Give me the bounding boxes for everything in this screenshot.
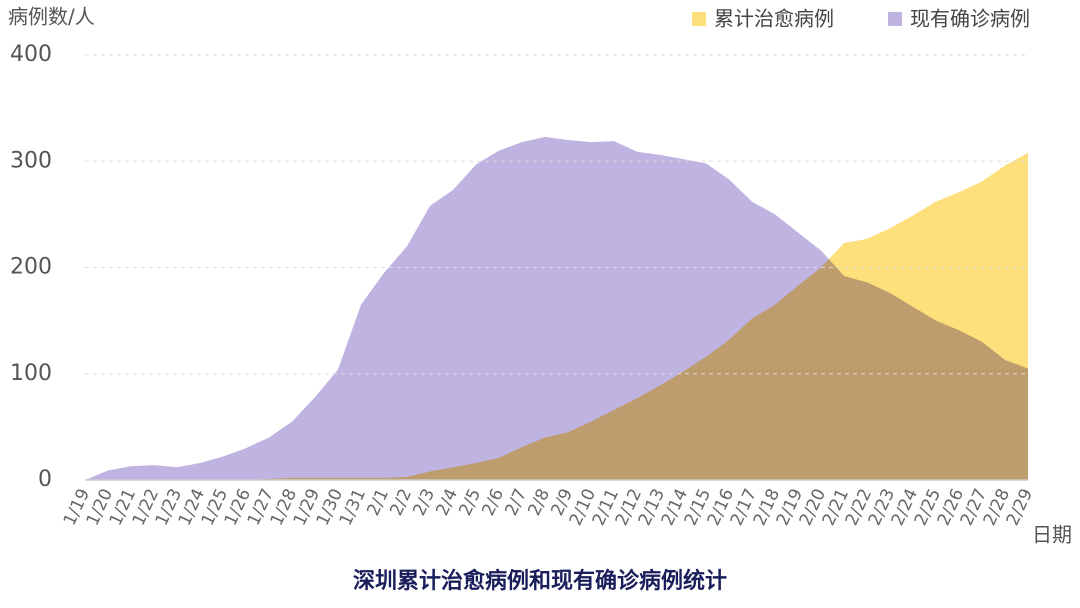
y-tick-label: 100 [10, 361, 52, 386]
x-tick-label: 2/8 [524, 486, 554, 519]
x-tick-label: 2/1 [363, 486, 393, 519]
y-tick-label: 300 [10, 148, 52, 173]
x-axis-label: 日期 [1032, 523, 1072, 547]
x-tick-label: 2/5 [455, 486, 485, 519]
legend-label: 现有确诊病例 [910, 7, 1030, 31]
legend-swatch [888, 12, 902, 26]
y-tick-label: 0 [38, 467, 52, 492]
area [85, 152, 1028, 480]
x-tick-label: 2/2 [386, 486, 416, 519]
y-tick-label: 200 [10, 255, 52, 280]
x-tick-label: 2/4 [432, 486, 462, 519]
y-tick-label: 400 [10, 42, 52, 67]
legend-swatch [692, 12, 706, 26]
x-tick-label: 2/7 [501, 486, 531, 519]
chart-title: 深圳累计治愈病例和现有确诊病例统计 [353, 568, 727, 594]
legend-label: 累计治愈病例 [714, 7, 834, 31]
x-tick-label: 2/6 [478, 486, 508, 519]
x-tick-label: 2/3 [409, 486, 439, 519]
y-axis-label: 病例数/人 [8, 5, 95, 29]
